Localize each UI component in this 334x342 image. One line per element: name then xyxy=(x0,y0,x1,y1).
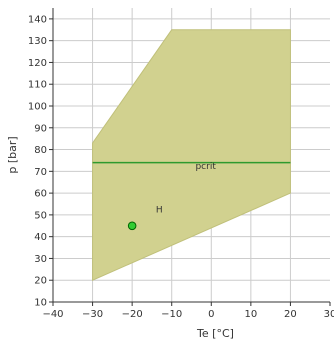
y-tick-label: 90 xyxy=(34,123,47,134)
y-axis-label: p [bar] xyxy=(6,136,19,173)
y-tick-label: 40 xyxy=(34,232,47,243)
y-tick-label: 100 xyxy=(28,102,47,113)
data-points: H xyxy=(127,206,163,231)
x-tick-label: −30 xyxy=(82,309,103,320)
axes xyxy=(52,8,330,303)
y-tick-label: 140 xyxy=(28,14,47,25)
y-tick-label: 70 xyxy=(34,167,47,178)
x-tick-label: 0 xyxy=(208,309,214,320)
x-tick-label: 30 xyxy=(324,309,334,320)
y-tick-label: 60 xyxy=(34,189,47,200)
y-tick-label: 120 xyxy=(28,58,47,69)
y-tick-label: 20 xyxy=(34,276,47,287)
x-tick-label: 20 xyxy=(284,309,297,320)
pcrit-label: pcrit xyxy=(195,162,216,172)
reference-lines: pcrit xyxy=(92,161,291,172)
y-tick-label: 130 xyxy=(28,36,47,47)
y-tick-label: 110 xyxy=(28,80,47,91)
x-tick-label: 10 xyxy=(244,309,257,320)
point-h xyxy=(127,221,137,231)
point-h-label: H xyxy=(156,206,163,216)
x-axis-label: Te [°C] xyxy=(196,327,234,340)
feasible-region xyxy=(92,29,291,281)
region-polygon xyxy=(92,29,291,281)
x-tick-label: −40 xyxy=(42,309,63,320)
x-tick-label: −10 xyxy=(161,309,182,320)
y-tick-label: 50 xyxy=(34,210,47,221)
x-ticks: −40 −30 −20 −10 0 10 20 30 xyxy=(42,302,334,320)
y-tick-label: 10 xyxy=(34,298,47,309)
x-tick-label: −20 xyxy=(122,309,143,320)
y-ticks: 10 20 30 40 50 60 70 80 90 100 110 120 130 140 xyxy=(28,14,53,309)
y-tick-label: 30 xyxy=(34,254,47,265)
y-tick-label: 80 xyxy=(34,145,47,156)
